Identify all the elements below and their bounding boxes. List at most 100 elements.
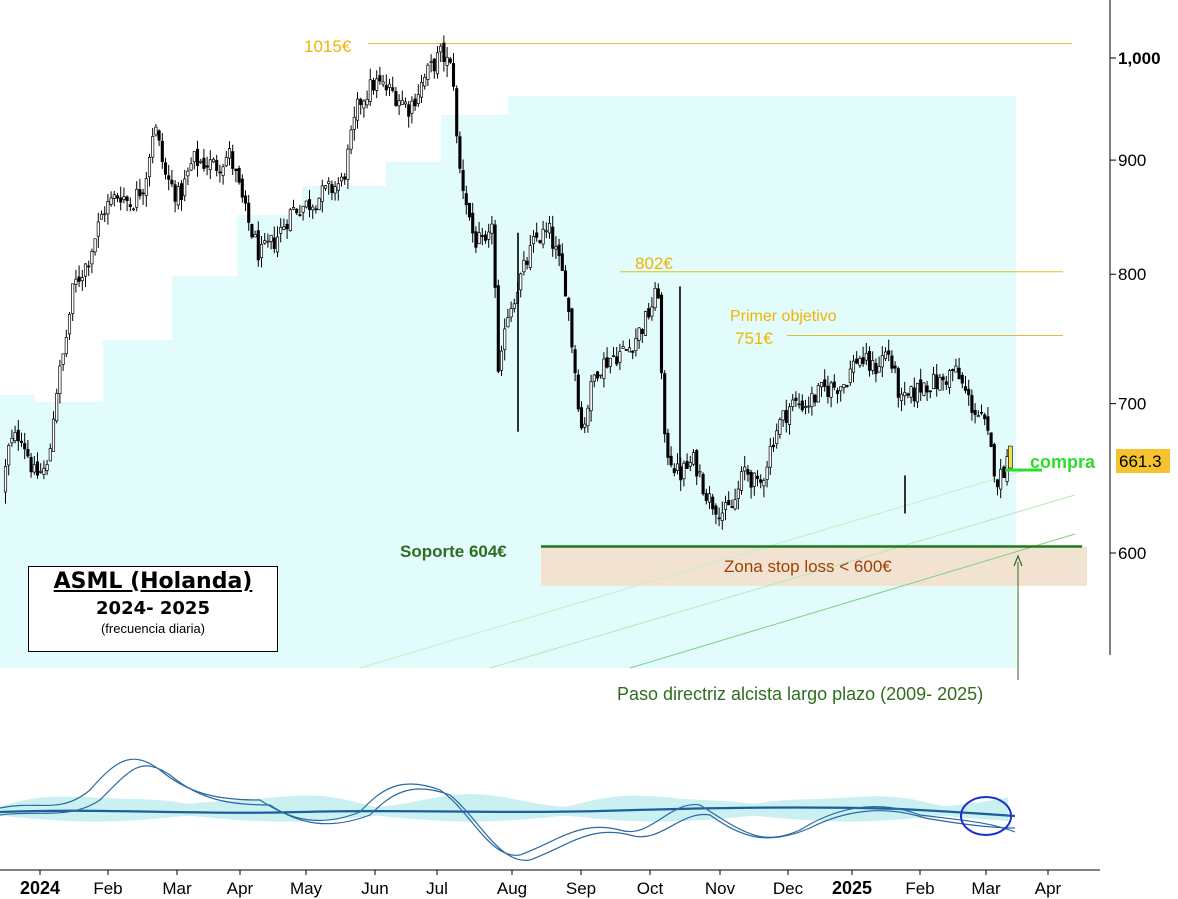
level-802-label: 802€ [635, 254, 673, 273]
candle [131, 207, 136, 211]
candle [99, 210, 104, 220]
candle [74, 269, 78, 293]
candle [186, 167, 190, 186]
candle [10, 429, 14, 447]
candle [925, 380, 929, 402]
candle [573, 345, 577, 382]
candle [327, 177, 331, 195]
candle [743, 455, 747, 481]
candle [179, 180, 184, 211]
candle [7, 443, 11, 476]
candle [192, 151, 196, 170]
candle [323, 185, 328, 191]
candle [829, 380, 833, 408]
candle [794, 391, 798, 408]
candle [189, 157, 193, 172]
candle [896, 366, 900, 408]
candle [45, 459, 49, 476]
candle [877, 356, 881, 373]
candle [871, 351, 875, 375]
price-levels [368, 43, 1082, 548]
oscillator-slow-line [0, 765, 1016, 861]
candle [634, 328, 638, 357]
candle [215, 154, 219, 177]
long-term-trendlines [359, 469, 1076, 669]
candle [16, 420, 20, 451]
candle [336, 177, 340, 201]
candle [816, 383, 820, 403]
candle [160, 133, 164, 169]
candle [733, 488, 737, 511]
candle [231, 144, 235, 175]
candle [439, 43, 443, 62]
candle [608, 357, 612, 374]
candle [163, 157, 168, 180]
candle [19, 432, 24, 447]
candle [723, 495, 728, 521]
candle [650, 297, 654, 321]
candle [701, 472, 705, 496]
candle [819, 381, 824, 397]
candle [755, 469, 760, 487]
candle [986, 407, 990, 436]
candle [125, 195, 129, 212]
candle [195, 140, 200, 177]
x-tick-label: Mar [162, 879, 192, 898]
candle [71, 283, 75, 322]
candle [67, 312, 72, 340]
candle [397, 94, 401, 116]
candle [695, 448, 699, 485]
candle [224, 151, 228, 168]
candle [621, 340, 625, 349]
candle [643, 310, 648, 336]
candle [989, 432, 993, 448]
chart-title: ASML (Holanda) [53, 569, 253, 594]
candle [416, 84, 420, 108]
x-tick-label: Apr [227, 879, 254, 898]
candle [365, 90, 369, 109]
candle [93, 238, 97, 256]
candle [3, 458, 8, 504]
candle [317, 197, 321, 211]
candle [618, 343, 622, 370]
candle [384, 74, 388, 96]
candle [778, 417, 782, 439]
candle [807, 396, 811, 414]
compra-label: compra [1030, 452, 1096, 472]
candle [464, 185, 468, 215]
trendline-middle [489, 494, 1076, 669]
candle [320, 179, 324, 213]
y-tick-label: 700 [1118, 395, 1146, 414]
candle [301, 205, 305, 221]
candle [858, 355, 862, 368]
candle [736, 480, 740, 510]
candle [371, 77, 376, 95]
candle [26, 439, 30, 459]
candle [864, 342, 868, 366]
candle [947, 368, 952, 395]
candle [752, 472, 756, 496]
candle [605, 347, 609, 369]
candle [867, 346, 872, 377]
candle [944, 375, 948, 390]
x-tick-label: Dec [773, 879, 804, 898]
candle [355, 92, 360, 129]
candle [490, 215, 494, 245]
stop-zone-label: Zona stop loss < 600€ [724, 557, 892, 576]
candle [29, 453, 33, 478]
candle [285, 219, 289, 239]
candle [810, 386, 814, 416]
support-label: Soporte 604€ [400, 542, 507, 561]
candle [339, 172, 344, 187]
candle [256, 221, 260, 267]
candle [771, 437, 776, 452]
candle [112, 190, 116, 207]
trendline-upper [359, 469, 1026, 669]
candle [915, 382, 920, 409]
candle [599, 374, 603, 379]
x-tick-label: Feb [905, 879, 934, 898]
candle [176, 181, 180, 210]
candle [797, 393, 801, 409]
candle [544, 222, 548, 238]
candle [410, 96, 414, 124]
